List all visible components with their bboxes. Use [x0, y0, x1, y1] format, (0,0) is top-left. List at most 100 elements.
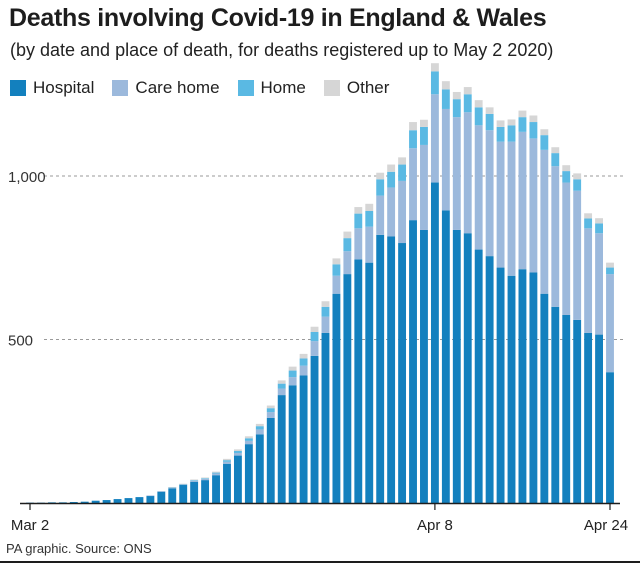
bar-care-home-mar-18: [201, 478, 210, 481]
bar-other-apr-21: [573, 173, 582, 180]
bar-hospital-apr-2: [365, 262, 374, 503]
bar-home-apr-5: [398, 164, 407, 181]
bar-other-apr-15: [507, 119, 516, 126]
bar-other-mar-18: [201, 477, 210, 479]
legend-swatch-hospital: [10, 80, 26, 96]
legend: Hospital Care home Home Other: [10, 78, 407, 98]
bar-home-apr-4: [387, 171, 396, 188]
bar-care-home-mar-19: [212, 473, 220, 476]
chart-title: Deaths involving Covid-19 in England & W…: [9, 4, 547, 32]
bar-hospital-apr-19: [551, 306, 560, 503]
footer-rule: [0, 561, 640, 563]
bar-care-home-apr-11: [463, 112, 472, 234]
legend-item-care-home: Care home: [112, 78, 220, 98]
bar-other-apr-18: [540, 129, 549, 136]
bar-other-mar-30: [332, 258, 341, 265]
bar-care-home-apr-18: [540, 149, 549, 294]
bar-home-mar-17: [190, 480, 199, 481]
bar-care-home-apr-6: [409, 148, 417, 221]
bar-home-apr-13: [485, 113, 494, 131]
bar-hospital-apr-23: [595, 334, 603, 504]
bar-other-mar-16: [179, 483, 188, 485]
bar-hospital-mar-25: [277, 395, 286, 503]
bar-care-home-mar-20: [223, 461, 231, 464]
bar-hospital-apr-4: [387, 236, 396, 503]
bar-care-home-mar-25: [277, 388, 286, 396]
bar-other-apr-1: [354, 207, 363, 214]
legend-label-other: Other: [346, 78, 390, 97]
legend-item-home: Home: [237, 78, 306, 98]
bar-hospital-apr-17: [529, 272, 538, 503]
bar-other-apr-9: [441, 81, 450, 90]
bar-other-mar-24: [266, 405, 275, 409]
bar-home-mar-24: [266, 408, 275, 413]
bar-hospital-mar-6: [69, 502, 78, 503]
bar-hospital-apr-15: [507, 275, 516, 504]
bar-hospital-mar-4: [47, 502, 56, 503]
bar-hospital-mar-13: [146, 495, 155, 503]
bar-other-apr-7: [420, 119, 428, 127]
bar-other-apr-19: [551, 147, 560, 154]
bar-care-home-apr-13: [485, 130, 494, 257]
bar-hospital-mar-11: [124, 498, 133, 504]
bar-hospital-mar-31: [343, 274, 352, 503]
legend-swatch-care-home: [112, 80, 129, 96]
bar-hospital-mar-28: [310, 355, 319, 503]
bar-care-home-apr-15: [507, 141, 516, 276]
bar-hospital-apr-7: [420, 229, 428, 503]
bar-care-home-mar-16: [179, 484, 188, 486]
bar-care-home-mar-24: [266, 412, 275, 418]
bar-hospital-apr-13: [485, 256, 494, 504]
bar-hospital-apr-5: [398, 243, 407, 503]
bar-other-apr-11: [463, 87, 472, 95]
bar-care-home-apr-14: [496, 141, 505, 268]
legend-item-other: Other: [323, 78, 390, 98]
bar-home-apr-1: [354, 213, 363, 229]
bar-home-mar-23: [255, 426, 264, 430]
y-tick-label-1000: 1,000: [8, 169, 46, 186]
bar-other-mar-26: [288, 366, 297, 371]
bar-other-mar-28: [310, 326, 319, 332]
chart-subtitle: (by date and place of death, for deaths …: [10, 40, 554, 60]
bar-hospital-apr-9: [441, 210, 450, 503]
bar-other-apr-8: [430, 63, 439, 72]
bar-home-apr-19: [551, 153, 560, 167]
bar-home-mar-28: [310, 331, 319, 342]
bar-care-home-apr-16: [518, 131, 527, 270]
legend-swatch-home: [237, 80, 254, 96]
bar-care-home-apr-7: [420, 144, 428, 230]
bar-hospital-apr-12: [474, 249, 483, 503]
bar-care-home-mar-17: [190, 480, 199, 482]
bar-home-apr-6: [409, 130, 417, 149]
bar-hospital-mar-29: [321, 332, 330, 503]
bar-other-mar-19: [212, 471, 220, 473]
bar-home-apr-24: [606, 267, 614, 275]
bar-hospital-mar-19: [212, 475, 220, 503]
bar-home-mar-20: [223, 460, 231, 462]
legend-label-care-home: Care home: [135, 78, 220, 97]
bar-hospital-apr-18: [540, 293, 549, 503]
bar-care-home-apr-8: [430, 94, 439, 183]
bar-care-home-mar-13: [146, 495, 155, 497]
bar-hospital-apr-8: [430, 182, 439, 504]
bar-hospital-mar-16: [179, 485, 188, 503]
bar-hospital-mar-7: [80, 501, 89, 503]
bar-hospital-apr-14: [496, 267, 505, 503]
bar-home-apr-15: [507, 125, 516, 142]
bar-other-mar-22: [244, 436, 253, 439]
bar-care-home-mar-30: [332, 275, 341, 294]
bar-other-apr-14: [496, 120, 505, 127]
legend-item-hospital: Hospital: [10, 78, 94, 98]
bar-home-mar-26: [288, 370, 297, 378]
bar-home-mar-16: [179, 484, 188, 485]
bar-hospital-mar-17: [190, 481, 199, 504]
bar-hospital-mar-24: [266, 417, 275, 503]
bar-care-home-apr-9: [441, 108, 450, 211]
bar-care-home-mar-31: [343, 251, 352, 275]
bar-other-apr-2: [365, 203, 374, 211]
x-tick-label-mar-2: Mar 2: [11, 517, 49, 534]
bar-home-mar-29: [321, 306, 330, 317]
bar-care-home-apr-12: [474, 125, 483, 250]
legend-swatch-other: [323, 80, 340, 96]
bar-hospital-apr-16: [518, 269, 527, 503]
